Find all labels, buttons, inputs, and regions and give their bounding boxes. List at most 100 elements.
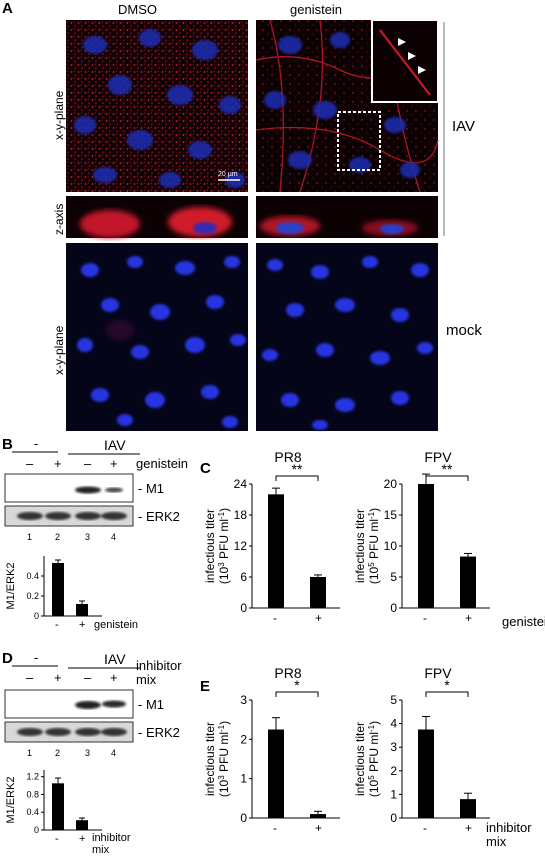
y-tick-label: 4	[390, 717, 397, 731]
iav-group-label: IAV	[104, 437, 126, 453]
significance-bracket	[275, 691, 319, 697]
bar	[460, 799, 476, 818]
x-tick-label: -	[423, 611, 427, 625]
y-tick-label: 1.2	[26, 772, 39, 782]
lane-number: 4	[111, 532, 116, 542]
significance-bracket	[425, 475, 469, 481]
panel-letter-b: B	[2, 436, 13, 453]
x-tick-label: +	[79, 619, 85, 631]
bar	[76, 820, 88, 830]
bar	[52, 563, 64, 616]
titer-chart-pr8: PR8 3 2 1 0 - + * infectious titer (103 PFU ml-1)	[203, 665, 340, 835]
y-axis-label: M1/ERK2	[5, 776, 17, 823]
panel-d-figure: - IAV – + – + inhibitor mix - M1 - ERK2 1 2 3…	[4, 650, 182, 856]
y-axis-label: infectious titer	[203, 509, 217, 583]
y-tick-label: 10	[384, 539, 398, 553]
y-axis-unit: (103 PFU ml-1)	[217, 721, 231, 797]
y-tick-label: 5	[390, 693, 397, 707]
bar	[310, 814, 326, 818]
column-label-dmso: DMSO	[118, 2, 157, 17]
y-tick-label: 3	[390, 740, 397, 754]
y-axis-label: infectious titer	[203, 722, 217, 796]
y-axis-unit: (105 PFU ml-1)	[367, 721, 381, 797]
significance-marker: **	[442, 461, 453, 477]
x-tick-label: +	[465, 821, 472, 835]
group-label-iav: IAV	[452, 118, 476, 135]
y-axis-label: infectious titer	[353, 509, 367, 583]
lane-number: 2	[55, 532, 60, 542]
y-tick-label: 24	[234, 477, 248, 491]
lane-sign: +	[54, 670, 62, 685]
panel-b-figure: - IAV – + – + genistein - M1 - ERK2 1 2 3 4 0.…	[4, 436, 188, 631]
panel-letter-a: A	[2, 0, 13, 17]
bar	[460, 556, 476, 608]
treatment-label: genistein	[502, 614, 545, 629]
image-genistein-mock	[256, 243, 438, 431]
image-dmso-iav-xy	[66, 20, 248, 192]
chart-title: PR8	[274, 449, 301, 465]
minus-group-label: -	[34, 650, 38, 665]
bar	[52, 783, 64, 830]
lane-sign: –	[84, 670, 92, 685]
x-treatment-label: genistein	[94, 619, 138, 631]
group-label-mock: mock	[446, 322, 482, 339]
y-tick-label: 0.4	[26, 807, 39, 817]
treatment-label: inhibitor	[486, 820, 532, 835]
lane-sign: +	[110, 456, 118, 471]
zoom-box	[337, 111, 381, 171]
bar	[418, 484, 434, 608]
chart-title: FPV	[424, 665, 452, 681]
panel-letter-e: E	[200, 678, 211, 695]
y-tick-label: 3	[240, 693, 247, 707]
bar	[418, 729, 434, 818]
inhibitor-label: inhibitor	[136, 658, 182, 673]
x-tick-label: +	[79, 833, 85, 845]
x-treatment-label-2: mix	[92, 844, 110, 856]
y-tick-label: 2	[240, 732, 247, 746]
band-label-m1: - M1	[138, 697, 164, 712]
bar	[310, 577, 326, 608]
x-tick-label: -	[55, 619, 59, 631]
treatment-label-2: mix	[486, 834, 507, 849]
lane-number: 3	[85, 748, 90, 758]
significance-marker: *	[294, 677, 300, 693]
significance-bracket	[275, 475, 319, 481]
lane-sign: –	[26, 456, 34, 471]
y-tick-label: 0.4	[26, 571, 39, 581]
micrograph-grid: 20 µm	[66, 19, 445, 431]
image-genistein-z-axis	[256, 196, 438, 238]
x-tick-label: -	[273, 611, 277, 625]
y-axis-label: infectious titer	[353, 722, 367, 796]
arrowhead-icon	[398, 38, 426, 74]
band-label-m1: - M1	[138, 481, 164, 496]
panel-letter-d: D	[2, 650, 13, 667]
image-dmso-z-axis	[66, 196, 248, 238]
mix-label: mix	[136, 672, 157, 687]
y-tick-label: 0	[390, 601, 397, 615]
lane-sign: +	[54, 456, 62, 471]
x-tick-label: +	[315, 611, 322, 625]
y-tick-label: 1	[390, 787, 397, 801]
image-genistein-iav-xy	[255, 19, 439, 193]
y-tick-label: 0.2	[26, 591, 39, 601]
lane-sign: +	[110, 670, 118, 685]
y-tick-label: 0	[34, 825, 39, 835]
y-tick-label: 5	[390, 570, 397, 584]
lane-sign: –	[84, 456, 92, 471]
lane-number: 2	[55, 748, 60, 758]
panel-letter-c: C	[200, 460, 211, 477]
bar-chart-b: 0.4 0.2 0 - + M1/ERK2 genistein	[5, 556, 138, 631]
bar	[76, 604, 88, 616]
y-tick-label: 12	[234, 539, 248, 553]
x-tick-label: -	[423, 821, 427, 835]
bar	[268, 494, 284, 608]
bar	[268, 729, 284, 818]
x-tick-label: +	[315, 821, 322, 835]
y-tick-label: 1	[240, 772, 247, 786]
y-tick-label: 18	[234, 508, 248, 522]
significance-bracket	[425, 691, 469, 697]
iav-group-label: IAV	[104, 651, 126, 667]
chart-title: PR8	[274, 665, 301, 681]
band-label-erk2: - ERK2	[138, 725, 180, 740]
